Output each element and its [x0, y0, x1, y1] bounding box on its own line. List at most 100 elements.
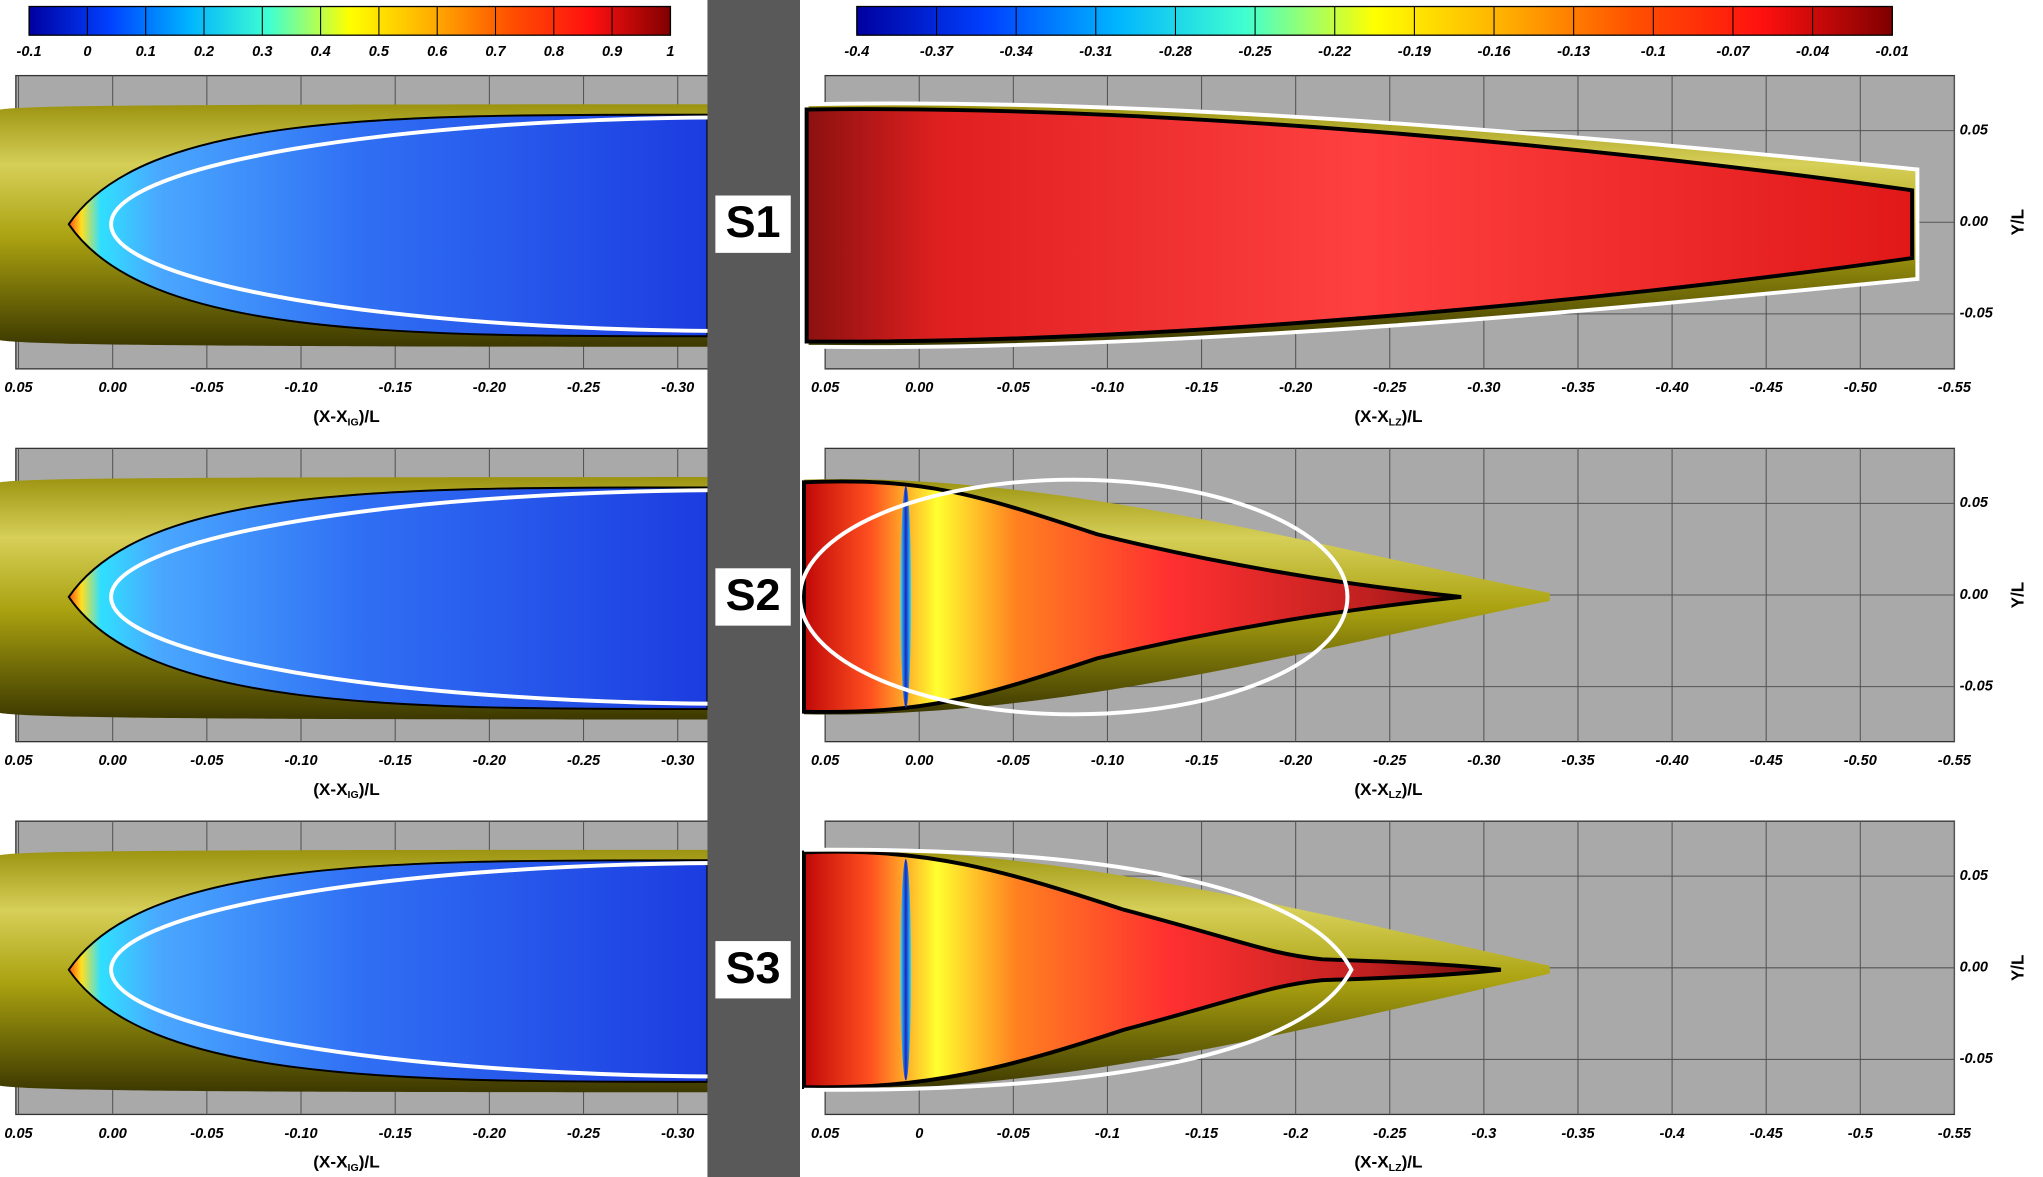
- x-tick-label: -0.3: [1471, 1126, 1496, 1142]
- x-tick-label: -0.05: [190, 753, 224, 769]
- x-tick-label: 0.00: [99, 1126, 127, 1142]
- x-tick-label: -0.10: [284, 380, 317, 396]
- y-tick-label: 0.00: [1960, 214, 1988, 230]
- body: [0, 477, 1372, 720]
- x-tick-label: -0.50: [1844, 753, 1877, 769]
- x-tick-label: -0.45: [1750, 753, 1784, 769]
- x-tick-label: -0.30: [661, 753, 694, 769]
- colorbar-tick-label: -0.28: [1159, 44, 1193, 60]
- x-axis-label-part: )/L: [359, 1152, 380, 1171]
- body: [798, 477, 1550, 717]
- x-tick-label: -0.15: [379, 380, 413, 396]
- y-tick-label: 0.05: [1960, 868, 1989, 884]
- contour-region: [67, 113, 709, 338]
- y-tick-label: -0.05: [1960, 1051, 1994, 1067]
- colorbar-tick-label: 0.3: [252, 44, 272, 60]
- colorbar-tick-label: 0.1: [136, 44, 156, 60]
- x-axis-label-part: (X-X: [1354, 1152, 1389, 1171]
- x-tick-label: -0.10: [284, 1126, 317, 1142]
- scenario-label: S1: [726, 198, 781, 247]
- x-tick-label: -0.25: [1373, 380, 1407, 396]
- x-axis-label: (X-XLZ)/L: [1354, 407, 1422, 428]
- y-tick-label: 0.05: [1960, 122, 1989, 138]
- x-tick-label: -0.20: [473, 753, 506, 769]
- x-tick-label: -0.40: [1656, 753, 1689, 769]
- x-tick-label: -0.25: [567, 380, 601, 396]
- colorbar: [856, 5, 1893, 36]
- colorbar-tick-label: -0.07: [1716, 44, 1750, 60]
- x-tick-label: -0.10: [1091, 753, 1124, 769]
- x-axis-label-part: )/L: [1402, 779, 1423, 798]
- x-axis-label: (X-XIG)/L: [313, 407, 379, 428]
- y-axis-label: Y/L: [2009, 955, 2028, 981]
- colorbar-tick-label: 0.5: [369, 44, 390, 60]
- x-tick-label: 0.00: [99, 753, 127, 769]
- x-axis-label-part: (X-X: [313, 779, 348, 798]
- y-tick-label: -0.05: [1960, 306, 1994, 322]
- x-axis-label: (X-XIG)/L: [313, 779, 379, 800]
- x-axis-label: (X-XLZ)/L: [1354, 779, 1422, 800]
- x-tick-label: -0.40: [1656, 380, 1689, 396]
- x-tick-label: -0.20: [1279, 753, 1312, 769]
- x-tick-label: -0.1: [1095, 1126, 1120, 1142]
- x-tick-label: -0.20: [1279, 380, 1312, 396]
- x-tick-label: -0.30: [661, 380, 694, 396]
- x-tick-label: 0.00: [99, 380, 127, 396]
- x-tick-label: 0.00: [905, 380, 933, 396]
- panel: 0.05 0.00 -0.05 -0.10 -0.15 -0.20 -0.25 -0.30 -0…: [804, 74, 2028, 428]
- x-tick-label: -0.15: [1185, 380, 1219, 396]
- x-tick-label: -0.05: [190, 1126, 224, 1142]
- colorbar-tick-label: -0.22: [1318, 44, 1351, 60]
- contour-region: [801, 479, 1462, 714]
- x-tick-label: -0.05: [997, 1126, 1031, 1142]
- colorbar-tick-label: -0.34: [1000, 44, 1033, 60]
- x-tick-label: -0.5: [1848, 1126, 1874, 1142]
- x-tick-label: -0.55: [1938, 1126, 1972, 1142]
- x-axis-label-part: )/L: [1402, 407, 1423, 426]
- x-tick-label: -0.15: [1185, 753, 1219, 769]
- x-axis-label: (X-XLZ)/L: [1354, 1152, 1422, 1173]
- x-tick-label: -0.05: [997, 753, 1031, 769]
- x-axis-label-subscript: LZ: [1389, 416, 1403, 428]
- x-tick-label: -0.10: [284, 753, 317, 769]
- x-axis-label-subscript: IG: [348, 416, 359, 428]
- x-tick-label: -0.20: [473, 380, 506, 396]
- x-tick-label: 0.00: [905, 753, 933, 769]
- panel: 0.05 0.00 -0.05 -0.10 -0.15 -0.20 -0.25 -0.30 (X…: [0, 74, 1372, 428]
- colorbar-tick-label: -0.37: [920, 44, 954, 60]
- contour-region: [804, 107, 1915, 344]
- colorbar-tick-label: -0.25: [1239, 44, 1273, 60]
- colorbar-tick-label: -0.13: [1557, 44, 1590, 60]
- x-tick-label: -0.25: [567, 1126, 601, 1142]
- x-tick-label: -0.35: [1561, 1126, 1595, 1142]
- y-axis-label: Y/L: [2009, 582, 2028, 608]
- x-tick-label: -0.25: [1373, 753, 1407, 769]
- body: [801, 847, 1550, 1092]
- x-tick-label: -0.15: [1185, 1126, 1219, 1142]
- x-axis-label-subscript: LZ: [1389, 789, 1403, 801]
- x-axis-label: (X-XIG)/L: [313, 1152, 379, 1173]
- x-tick-label: 0.05: [4, 1126, 33, 1142]
- body: [0, 849, 1372, 1093]
- x-axis-label-part: (X-X: [313, 407, 348, 426]
- x-tick-label: -0.55: [1938, 380, 1972, 396]
- x-tick-label: -0.25: [1373, 1126, 1407, 1142]
- colorbar-tick-label: 0.4: [310, 44, 330, 60]
- colorbar-tick-label: 0.9: [602, 44, 622, 60]
- panel: 0.05 0.00 -0.05 -0.10 -0.15 -0.20 -0.25 -0.30 (X…: [0, 447, 1372, 801]
- colorbar-tick-label: 0.7: [485, 44, 506, 60]
- x-tick-label: 0.05: [4, 753, 33, 769]
- x-axis-label-subscript: IG: [348, 1162, 359, 1174]
- x-tick-label: -0.45: [1750, 380, 1784, 396]
- x-tick-label: -0.20: [473, 1126, 506, 1142]
- x-tick-label: 0.05: [811, 380, 840, 396]
- colorbar-tick-label: 0.2: [194, 44, 214, 60]
- colorbar-tick-label: -0.04: [1796, 44, 1829, 60]
- contour-region: [67, 859, 709, 1083]
- x-axis-label-part: )/L: [1402, 1152, 1423, 1171]
- body: [804, 101, 1920, 350]
- x-axis-label-part: (X-X: [1354, 407, 1389, 426]
